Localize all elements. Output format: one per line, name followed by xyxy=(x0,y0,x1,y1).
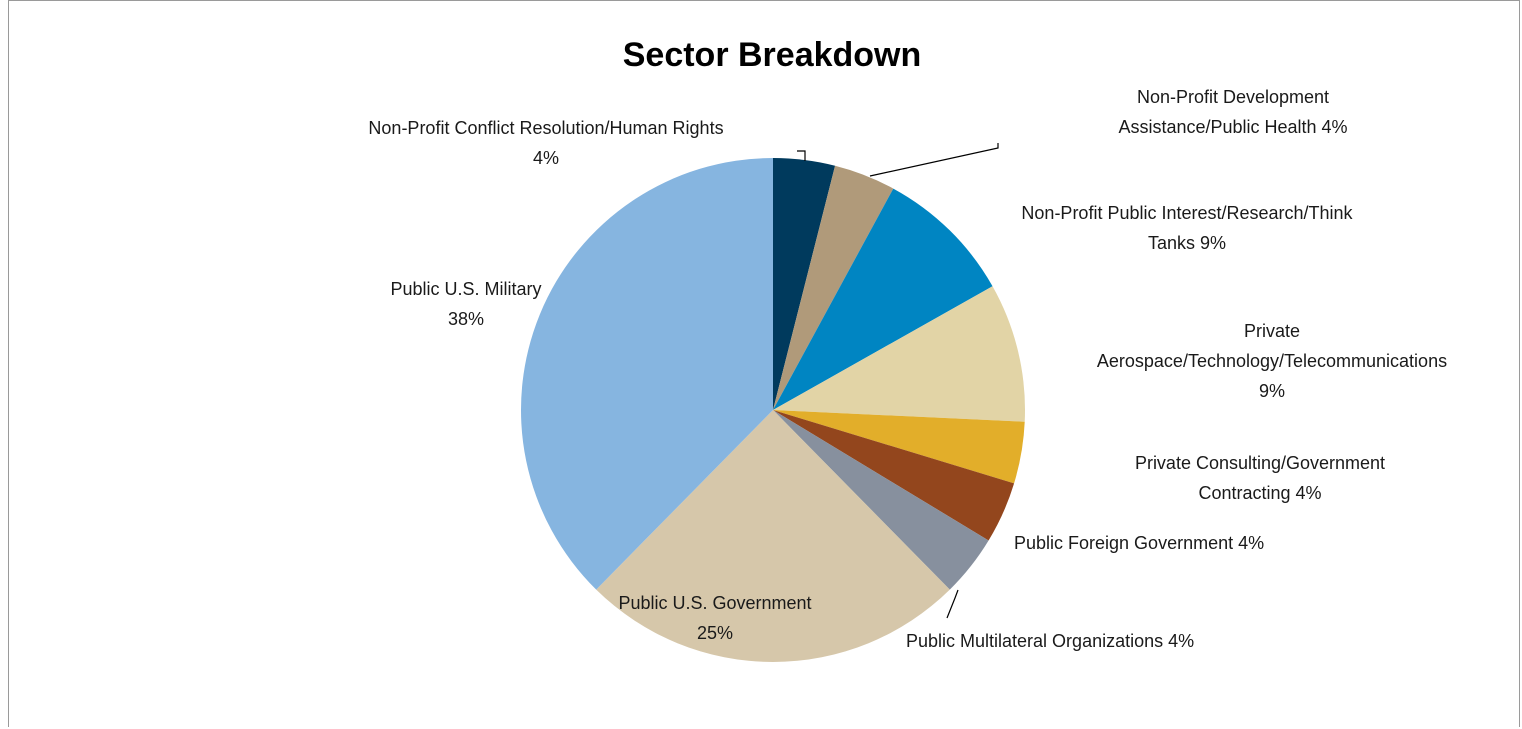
chart-frame xyxy=(8,0,1520,727)
slice-label-line: Contracting 4% xyxy=(1198,483,1321,503)
slice-label-line: Private Consulting/Government xyxy=(1135,453,1385,473)
pie-slice xyxy=(596,410,950,663)
pie-labels: Non-Profit Conflict Resolution/Human Rig… xyxy=(368,87,1447,651)
slice-label: Non-Profit Development Assistance/Public … xyxy=(1118,87,1347,137)
slice-label-line: 4% xyxy=(533,148,559,168)
pie-slice xyxy=(773,410,1025,484)
slice-label-line: 25% xyxy=(697,623,733,643)
chart-title: Sector Breakdown xyxy=(623,36,922,74)
slice-label: Public U.S. Government 25% xyxy=(618,593,811,643)
slice-label-line: Aerospace/Technology/Telecommunications xyxy=(1097,351,1447,371)
pie-slice xyxy=(773,165,894,410)
slice-label-line: Non-Profit Conflict Resolution/Human Rig… xyxy=(368,118,723,138)
slice-label-line: Public U.S. Government xyxy=(618,593,811,613)
slice-label-line: Public U.S. Military xyxy=(390,279,541,299)
pie-slice xyxy=(773,158,836,410)
slice-label: Public U.S. Military 38% xyxy=(390,279,541,329)
pie-slice xyxy=(773,286,1025,422)
slice-label: Private Consulting/Government Contracting… xyxy=(1135,453,1385,503)
slice-label-line: Non-Profit Public Interest/Research/Thin… xyxy=(1021,203,1353,223)
slice-label-line: Public Foreign Government 4% xyxy=(1014,533,1264,553)
slice-label-line: 38% xyxy=(448,309,484,329)
leader-lines xyxy=(797,143,999,619)
pie-slices xyxy=(521,158,1025,663)
pie-slice xyxy=(773,410,1015,541)
leader-line xyxy=(946,589,959,619)
slice-label-line: Private xyxy=(1244,321,1300,341)
slice-label-line: Non-Profit Development xyxy=(1137,87,1329,107)
leader-line xyxy=(797,150,806,161)
slice-label: Non-Profit Conflict Resolution/Human Rig… xyxy=(368,118,723,168)
pie-slice xyxy=(773,410,989,590)
slice-label: Public Foreign Government 4% xyxy=(1014,533,1264,553)
slice-label-line: 9% xyxy=(1259,381,1285,401)
slice-label: Private Aerospace/Technology/Telecommunic… xyxy=(1097,321,1447,401)
slice-label-line: Public Multilateral Organizations 4% xyxy=(906,631,1194,651)
slice-label-line: Assistance/Public Health 4% xyxy=(1118,117,1347,137)
slice-label: Non-Profit Public Interest/Research/Thin… xyxy=(1021,203,1353,253)
leader-line xyxy=(869,143,999,177)
pie-slice xyxy=(773,188,993,410)
slice-label: Public Multilateral Organizations 4% xyxy=(906,631,1194,651)
slice-label-line: Tanks 9% xyxy=(1148,233,1226,253)
pie-slice xyxy=(521,158,773,590)
